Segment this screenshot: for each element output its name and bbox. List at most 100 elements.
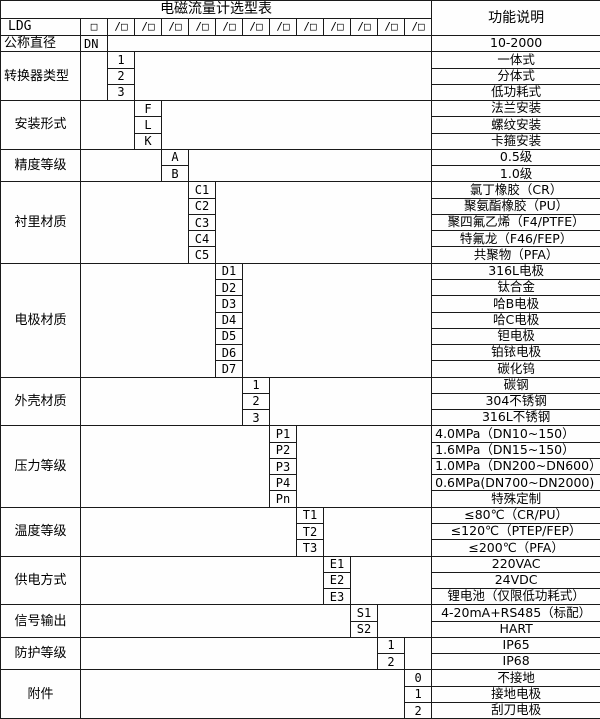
option-code-cell: D3 xyxy=(216,296,243,312)
option-desc-cell: 铂铱电极 xyxy=(432,345,600,361)
option-desc-cell: 钽电极 xyxy=(432,328,600,344)
group-label: 压力等级 xyxy=(1,426,81,507)
option-desc-cell: 卡箍安装 xyxy=(432,133,600,149)
stair-spacer-left xyxy=(81,605,351,638)
title-row: 电磁流量计选型表 功能说明 xyxy=(1,1,600,19)
stair-spacer-left xyxy=(81,556,324,605)
stair-spacer-left xyxy=(81,670,405,719)
model-box-cell: /□ xyxy=(405,18,432,36)
option-desc-cell: 碳化钨 xyxy=(432,361,600,377)
group-label: 外壳材质 xyxy=(1,377,81,426)
option-code-cell: E3 xyxy=(324,589,351,605)
model-box-cell: /□ xyxy=(189,18,216,36)
option-code-cell: S1 xyxy=(351,605,378,621)
option-desc-cell: 哈C电极 xyxy=(432,312,600,328)
option-desc-cell: 220VAC xyxy=(432,556,600,572)
stair-spacer-left xyxy=(81,637,378,670)
option-code-cell: 1 xyxy=(108,52,135,68)
stair-spacer-left xyxy=(81,149,162,182)
option-code-cell: D2 xyxy=(216,279,243,295)
option-code-cell: B xyxy=(162,166,189,182)
option-code-cell: F xyxy=(135,101,162,117)
model-box-cell: /□ xyxy=(270,18,297,36)
option-code-cell: S2 xyxy=(351,621,378,637)
option-desc-cell: 0.6MPa(DN700~DN2000) xyxy=(432,475,600,491)
stair-spacer-left xyxy=(81,101,135,150)
group-label: 衬里材质 xyxy=(1,182,81,263)
option-code-cell: 1 xyxy=(378,637,405,653)
option-desc-cell: 共聚物（PFA） xyxy=(432,247,600,263)
option-desc-cell: 1.0级 xyxy=(432,166,600,182)
option-code-cell: D7 xyxy=(216,361,243,377)
model-box-cell: /□ xyxy=(108,18,135,36)
option-desc-cell: 1.0MPa（DN200~DN600） xyxy=(432,458,600,474)
option-desc-cell: 4.0MPa（DN10~150） xyxy=(432,426,600,442)
page-title: 电磁流量计选型表 xyxy=(1,1,432,19)
option-code-cell: 3 xyxy=(243,410,270,426)
option-code-cell: 1 xyxy=(243,377,270,393)
option-desc-cell: 法兰安装 xyxy=(432,101,600,117)
option-code-cell: L xyxy=(135,117,162,133)
option-desc-cell: 分体式 xyxy=(432,68,600,84)
group-label: 信号输出 xyxy=(1,605,81,638)
option-desc-cell: 不接地 xyxy=(432,670,600,686)
option-code-cell: C2 xyxy=(189,198,216,214)
model-box-cell: /□ xyxy=(297,18,324,36)
stair-spacer-left xyxy=(81,507,297,556)
stair-spacer-right xyxy=(189,149,432,182)
stair-spacer-left xyxy=(81,52,108,101)
option-desc-cell: 1.6MPa（DN15~150） xyxy=(432,442,600,458)
option-code-cell: C3 xyxy=(189,214,216,230)
option-code-cell: 1 xyxy=(405,686,432,702)
option-desc-cell: 316L不锈钢 xyxy=(432,410,600,426)
group-label: 防护等级 xyxy=(1,637,81,670)
stair-spacer-right xyxy=(135,52,432,101)
stair-spacer-right xyxy=(378,605,432,638)
group-label: 转换器类型 xyxy=(1,52,81,101)
option-code-cell: T2 xyxy=(297,523,324,539)
option-code-cell: C1 xyxy=(189,182,216,198)
group-label: 温度等级 xyxy=(1,507,81,556)
option-code-cell: 0 xyxy=(405,670,432,686)
option-desc-cell: ≤200℃（PFA） xyxy=(432,540,600,556)
group-label: 电极材质 xyxy=(1,263,81,377)
option-code-cell: 3 xyxy=(108,84,135,100)
option-desc-cell: 聚氨酯橡胶（PU） xyxy=(432,198,600,214)
option-desc-cell: 氯丁橡胶（CR） xyxy=(432,182,600,198)
option-code-cell: 2 xyxy=(243,393,270,409)
option-code-cell: P3 xyxy=(270,458,297,474)
option-code-cell: C4 xyxy=(189,231,216,247)
model-box-cell: /□ xyxy=(162,18,189,36)
model-prefix: LDG xyxy=(1,18,81,36)
option-desc-cell: 304不锈钢 xyxy=(432,393,600,409)
stair-spacer-right xyxy=(243,263,432,377)
model-box-cell: /□ xyxy=(351,18,378,36)
stair-spacer-left xyxy=(81,182,189,263)
option-code-cell: D6 xyxy=(216,345,243,361)
option-desc-cell: 低功耗式 xyxy=(432,84,600,100)
group-label: 安装形式 xyxy=(1,101,81,150)
option-desc-cell: 碳钢 xyxy=(432,377,600,393)
stair-spacer-left xyxy=(81,263,216,377)
model-box-cell: /□ xyxy=(324,18,351,36)
option-code-cell: D1 xyxy=(216,263,243,279)
option-desc-cell: 一体式 xyxy=(432,52,600,68)
option-code-cell: P2 xyxy=(270,442,297,458)
option-desc-cell: HART xyxy=(432,621,600,637)
group-label: 精度等级 xyxy=(1,149,81,182)
group-label: 公称直径 xyxy=(1,36,81,52)
option-code-cell: P4 xyxy=(270,475,297,491)
stair-spacer-right xyxy=(108,36,432,52)
option-desc-cell: IP65 xyxy=(432,637,600,653)
option-code-cell: Pn xyxy=(270,491,297,507)
option-desc-cell: 特殊定制 xyxy=(432,491,600,507)
option-code-cell: K xyxy=(135,133,162,149)
option-code-cell: E2 xyxy=(324,572,351,588)
